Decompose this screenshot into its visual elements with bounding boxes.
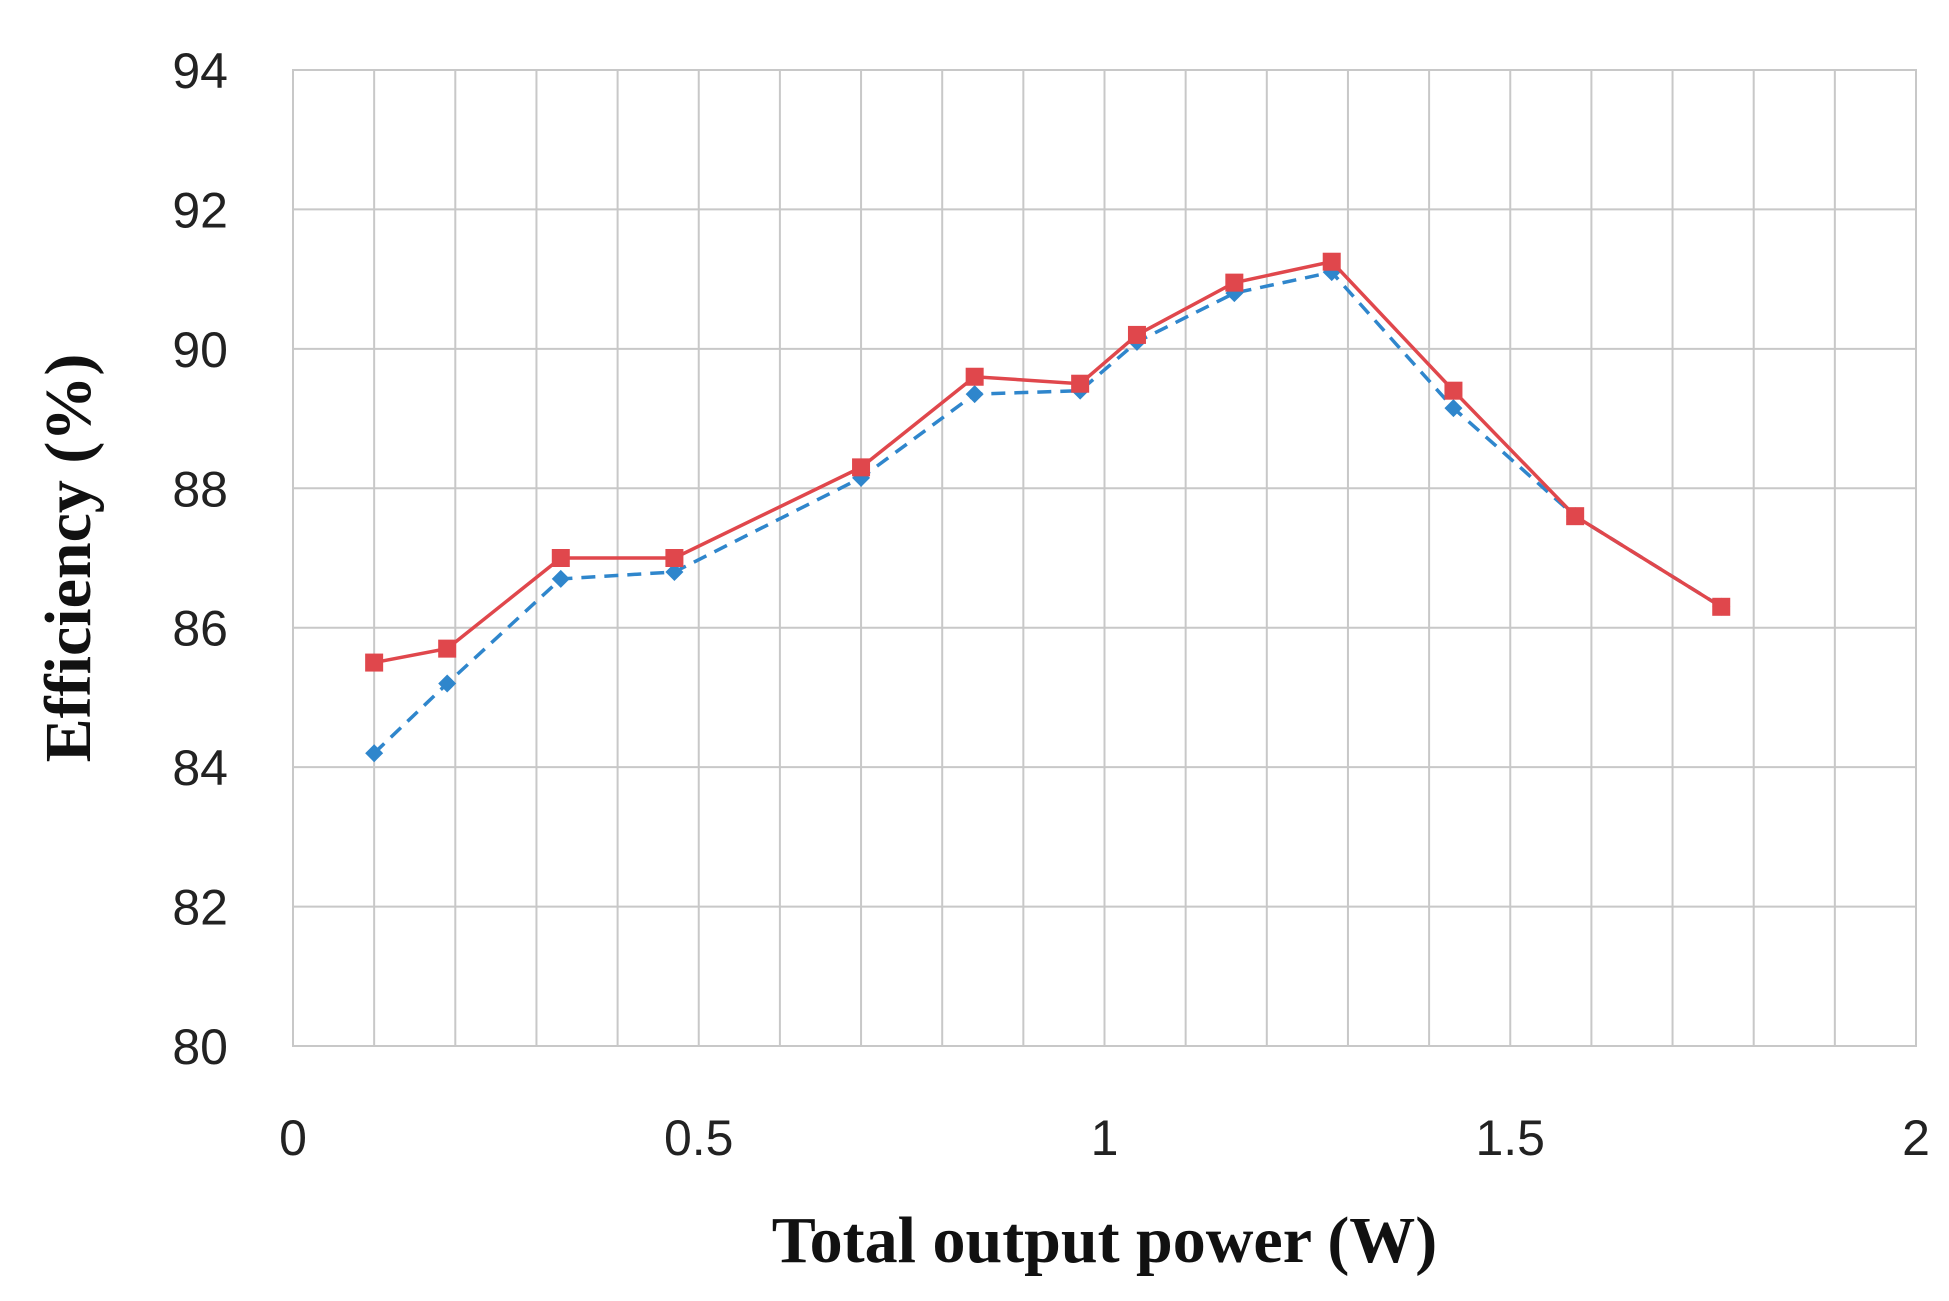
y-tick-label: 94: [172, 43, 228, 99]
x-axis-title: Total output power (W): [772, 1204, 1438, 1277]
y-tick-label: 84: [172, 740, 228, 796]
y-tick-label: 92: [172, 182, 228, 238]
data-point-square: [1566, 507, 1585, 526]
data-point-diamond: [1444, 399, 1463, 418]
data-point-square: [365, 653, 384, 672]
data-point-diamond: [438, 674, 457, 693]
series-line: [373, 259, 1723, 665]
data-point-diamond: [965, 385, 984, 404]
x-tick-label: 1: [1091, 1110, 1119, 1166]
grid: [293, 69, 1916, 1047]
x-tick-label: 1.5: [1475, 1110, 1545, 1166]
y-tick-label: 88: [172, 461, 228, 517]
data-point-square: [665, 549, 684, 567]
data-point-square: [1322, 252, 1341, 271]
data-point-square: [1127, 325, 1146, 344]
data-point-square: [965, 367, 984, 386]
x-tick-label: 2: [1902, 1110, 1930, 1166]
data-point-square: [1712, 597, 1731, 616]
tick-labels: 80 82 84 86 88 90 92 94 0 0.5 1 1.5 2: [172, 43, 1930, 1166]
y-axis-title: Efficiency (%): [32, 354, 105, 763]
data-point-square: [1444, 381, 1463, 400]
x-tick-label: 0: [279, 1110, 307, 1166]
data-point-square: [551, 549, 570, 567]
data-point-square: [852, 458, 871, 477]
y-tick-label: 82: [172, 880, 228, 936]
y-tick-label: 86: [172, 601, 228, 657]
series-layer: [365, 252, 1731, 763]
series-line: [372, 270, 1723, 755]
data-point-diamond: [551, 569, 570, 588]
data-point-square: [438, 639, 457, 658]
y-tick-label: 90: [172, 322, 228, 378]
data-point-diamond: [665, 562, 684, 581]
plot-area-frame: [292, 69, 1917, 1047]
y-tick-label: 80: [172, 1019, 228, 1075]
x-tick-label: 0.5: [664, 1110, 734, 1166]
data-point-square: [1225, 273, 1244, 292]
series-0: [365, 252, 1731, 672]
series-1: [365, 263, 1731, 763]
data-point-diamond: [365, 744, 384, 763]
data-point-square: [1071, 374, 1090, 393]
